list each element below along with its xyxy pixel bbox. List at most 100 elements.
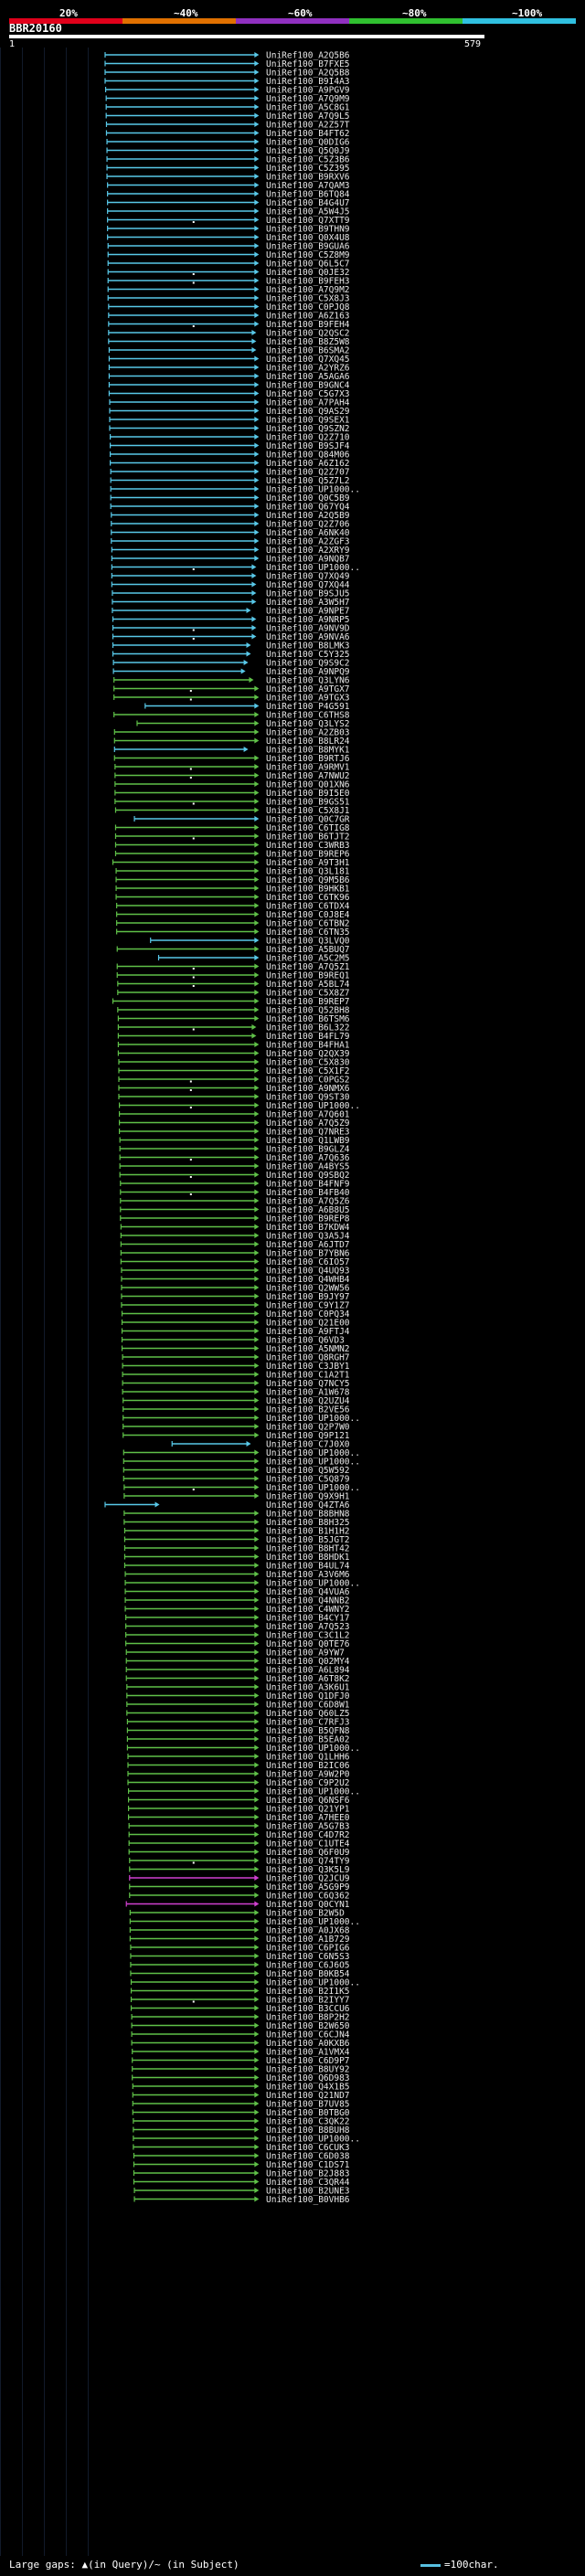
hit-label[interactable]: UniRef100_C0J8E4 [266, 910, 350, 920]
hit-label[interactable]: UniRef100_B9GS51 [266, 798, 350, 808]
hit-label[interactable]: UniRef100_A5C8G1 [266, 103, 350, 113]
hit-label[interactable]: UniRef100_A0JX68 [266, 1926, 350, 1936]
hit-label[interactable]: UniRef100_C6TN35 [266, 928, 350, 938]
hit-label[interactable]: UniRef100_C3QK22 [266, 2117, 350, 2127]
hit-label[interactable]: UniRef100_Q7XQ45 [266, 355, 350, 365]
hit-label[interactable]: UniRef100_C0PJQ8 [266, 302, 350, 313]
hit-label[interactable]: UniRef100_A5NMN2 [266, 1344, 350, 1354]
hit-label[interactable]: UniRef100_A6T8K2 [266, 1674, 350, 1684]
hit-label[interactable]: UniRef100_C6CJN4 [266, 2030, 350, 2041]
hit-label[interactable]: UniRef100_A1W678 [266, 1388, 350, 1398]
hit-label[interactable]: UniRef100_B9REQ1 [266, 971, 350, 981]
hit-label[interactable]: UniRef100_C0PQ34 [266, 1309, 350, 1320]
hit-label[interactable]: UniRef100_C5Q879 [266, 1475, 350, 1485]
hit-label[interactable]: UniRef100_A9NPE7 [266, 607, 350, 617]
hit-label[interactable]: UniRef100_C7J0X0 [266, 1440, 350, 1450]
hit-label[interactable]: UniRef100_Q9P121 [266, 1431, 350, 1441]
hit-label[interactable]: UniRef100_A1B729 [266, 1935, 350, 1945]
hit-label[interactable]: UniRef100_A3K6U1 [266, 1683, 350, 1693]
hit-label[interactable]: UniRef100_A9NRP5 [266, 615, 350, 625]
hit-label[interactable]: UniRef100_Q3LVQ0 [266, 937, 350, 947]
hit-label[interactable]: UniRef100_Q4ZTA6 [266, 1500, 350, 1511]
hit-label[interactable]: UniRef100_A2Z57T [266, 121, 350, 131]
hit-label[interactable]: UniRef100_UP1000.. [266, 1744, 360, 1754]
hit-label[interactable]: UniRef100_A9NQB7 [266, 555, 350, 565]
hit-label[interactable]: UniRef100_A2XRY9 [266, 546, 350, 556]
hit-label[interactable]: UniRef100_Q0TE76 [266, 1639, 350, 1649]
hit-label[interactable]: UniRef100_C7RFJ3 [266, 1718, 350, 1728]
hit-label[interactable]: UniRef100_C9P2U2 [266, 1778, 350, 1788]
hit-label[interactable]: UniRef100_Q2WW56 [266, 1284, 350, 1294]
hit-label[interactable]: UniRef100_C6TDX4 [266, 902, 350, 912]
hit-label[interactable]: UniRef100_A2Q5B8 [266, 69, 350, 79]
hit-label[interactable]: UniRef100_A5BL74 [266, 980, 350, 990]
hit-label[interactable]: UniRef100_UP1000.. [266, 1978, 360, 1988]
hit-label[interactable]: UniRef100_B7KDW4 [266, 1223, 350, 1233]
hit-label[interactable]: UniRef100_A7Q9M2 [266, 285, 350, 295]
hit-label[interactable]: UniRef100_UP1000.. [266, 1448, 360, 1458]
hit-label[interactable]: UniRef100_B2IYY7 [266, 1996, 350, 2006]
hit-label[interactable]: UniRef100_B8P2H2 [266, 2013, 350, 2023]
hit-label[interactable]: UniRef100_A5AGA6 [266, 372, 350, 382]
hit-label[interactable]: UniRef100_B2I1K5 [266, 1987, 350, 1997]
hit-label[interactable]: UniRef100_UP1000.. [266, 1917, 360, 1927]
hit-label[interactable]: UniRef100_C4D7R2 [266, 1830, 350, 1840]
hit-label[interactable]: UniRef100_A9NVA6 [266, 632, 350, 642]
hit-label[interactable]: UniRef100_B9REP6 [266, 850, 350, 860]
hit-label[interactable]: UniRef100_A3V6M6 [266, 1570, 350, 1580]
hit-label[interactable]: UniRef100_C5X8J1 [266, 806, 350, 816]
hit-label[interactable]: UniRef100_B9SJU5 [266, 589, 350, 599]
hit-label[interactable]: UniRef100_A6Z162 [266, 459, 350, 469]
hit-label[interactable]: UniRef100_A9TGX7 [266, 684, 350, 694]
hit-label[interactable]: UniRef100_B9I5E0 [266, 789, 350, 799]
hit-label[interactable]: UniRef100_C6D038 [266, 2152, 350, 2162]
hit-label[interactable]: UniRef100_B6TJT2 [266, 832, 350, 843]
hit-label[interactable]: UniRef100_Q4NNB2 [266, 1596, 350, 1606]
hit-label[interactable]: UniRef100_B8UY92 [266, 2065, 350, 2075]
hit-label[interactable]: UniRef100_UP1000.. [266, 1458, 360, 1468]
hit-label[interactable]: UniRef100_A7NWU2 [266, 771, 350, 781]
hit-label[interactable]: UniRef100_A2Q5B9 [266, 511, 350, 521]
hit-label[interactable]: UniRef100_A5C2M5 [266, 954, 350, 964]
hit-label[interactable]: UniRef100_C5X8J3 [266, 294, 350, 304]
hit-label[interactable]: UniRef100_C5X1F2 [266, 1066, 350, 1076]
hit-label[interactable]: UniRef100_C6TIG8 [266, 823, 350, 833]
hit-label[interactable]: UniRef100_Q3A5J4 [266, 1232, 350, 1242]
hit-label[interactable]: UniRef100_A6NK40 [266, 528, 350, 538]
hit-label[interactable]: UniRef100_Q6F0U9 [266, 1848, 350, 1858]
hit-label[interactable]: UniRef100_Q9ST30 [266, 1093, 350, 1103]
hit-label[interactable]: UniRef100_UP1000.. [266, 1101, 360, 1111]
hit-label[interactable]: UniRef100_B6SMA2 [266, 346, 350, 356]
hit-label[interactable]: UniRef100_UP1000.. [266, 563, 360, 573]
hit-label[interactable]: UniRef100_C5X830 [266, 1058, 350, 1068]
hit-label[interactable]: UniRef100_B6L322 [266, 1023, 350, 1034]
hit-label[interactable]: UniRef100_B0TBG0 [266, 2108, 350, 2118]
hit-label[interactable]: UniRef100_Q0C7GR [266, 815, 350, 825]
hit-label[interactable]: UniRef100_Q02MY4 [266, 1657, 350, 1667]
hit-label[interactable]: UniRef100_A2ZGF3 [266, 537, 350, 547]
hit-label[interactable]: UniRef100_C3QR44 [266, 2178, 350, 2188]
hit-label[interactable]: UniRef100_Q21E00 [266, 1319, 350, 1329]
hit-label[interactable]: UniRef100_C9Y1Z7 [266, 1301, 350, 1311]
hit-label[interactable]: UniRef100_C6Q362 [266, 1892, 350, 1902]
hit-label[interactable]: UniRef100_C5G7X3 [266, 389, 350, 399]
hit-label[interactable]: UniRef100_Q52BH8 [266, 1006, 350, 1016]
hit-label[interactable]: UniRef100_Q4UQ93 [266, 1267, 350, 1277]
hit-label[interactable]: UniRef100_Q9S9C2 [266, 659, 350, 669]
hit-label[interactable]: UniRef100_Q2UZU4 [266, 1396, 350, 1406]
hit-label[interactable]: UniRef100_UP1000.. [266, 1483, 360, 1493]
hit-label[interactable]: UniRef100_Q74TY9 [266, 1857, 350, 1867]
hit-label[interactable]: UniRef100_C6IO57 [266, 1257, 350, 1267]
hit-label[interactable]: UniRef100_Q9SBQ2 [266, 1171, 350, 1181]
hit-label[interactable]: UniRef100_A9RMV1 [266, 763, 350, 773]
hit-label[interactable]: UniRef100_A9PGV9 [266, 86, 350, 96]
hit-label[interactable]: UniRef100_B4FNF9 [266, 1180, 350, 1190]
hit-label[interactable]: UniRef100_B9HKB1 [266, 885, 350, 895]
hit-label[interactable]: UniRef100_Q21YP1 [266, 1805, 350, 1815]
hit-label[interactable]: UniRef100_C6THS8 [266, 711, 350, 721]
hit-label[interactable]: UniRef100_A6Z163 [266, 312, 350, 322]
hit-label[interactable]: UniRef100_Q5W592 [266, 1466, 350, 1476]
hit-label[interactable]: UniRef100_P4G591 [266, 702, 350, 712]
hit-label[interactable]: UniRef100_A7HEE0 [266, 1813, 350, 1823]
hit-label[interactable]: UniRef100_UP1000.. [266, 2135, 360, 2145]
